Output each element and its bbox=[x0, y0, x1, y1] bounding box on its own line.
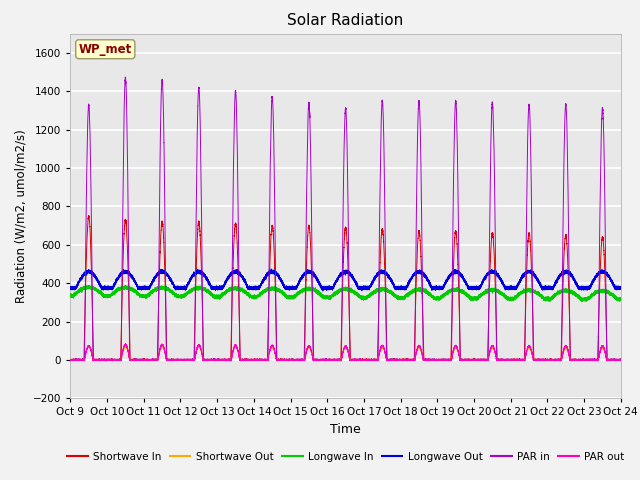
Title: Solar Radiation: Solar Radiation bbox=[287, 13, 404, 28]
Y-axis label: Radiation (W/m2, umol/m2/s): Radiation (W/m2, umol/m2/s) bbox=[15, 129, 28, 303]
Legend: Shortwave In, Shortwave Out, Longwave In, Longwave Out, PAR in, PAR out: Shortwave In, Shortwave Out, Longwave In… bbox=[63, 448, 628, 466]
Text: WP_met: WP_met bbox=[79, 43, 132, 56]
X-axis label: Time: Time bbox=[330, 423, 361, 436]
